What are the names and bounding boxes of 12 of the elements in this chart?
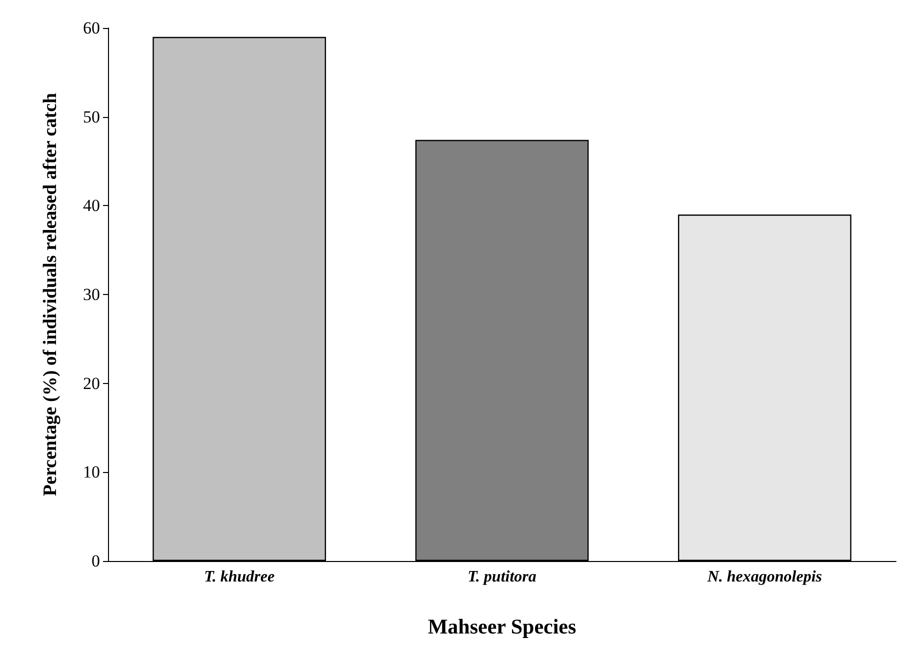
y-axis-title: Percentage (%) of individuals released after catch (40, 92, 61, 496)
x-tick-label: T. putitora (468, 568, 536, 586)
y-tick-label: 10 (83, 462, 100, 482)
y-tick-label: 40 (83, 196, 100, 216)
x-tick-label: N. hexagonolepis (706, 568, 822, 586)
x-axis-title: Mahseer Species (428, 614, 576, 638)
y-tick-label: 0 (92, 552, 100, 570)
y-tick-label: 50 (83, 107, 100, 126)
y-tick-label: 60 (83, 18, 100, 38)
x-tick-label: T. khudree (204, 568, 275, 586)
y-tick-label: 20 (83, 374, 100, 393)
y-tick-label: 30 (83, 285, 100, 304)
